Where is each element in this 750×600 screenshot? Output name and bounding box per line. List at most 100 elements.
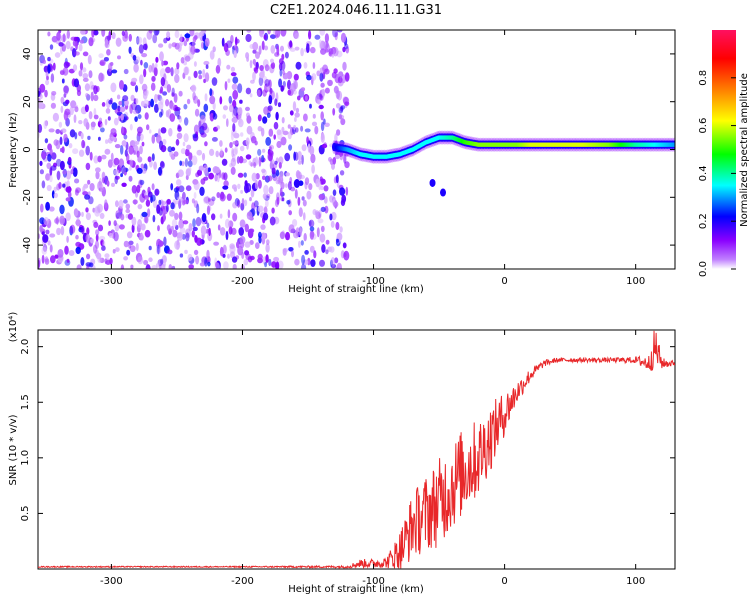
noise-cell	[293, 73, 299, 81]
noise-cell	[101, 30, 106, 37]
noise-cell	[269, 87, 273, 94]
noise-cell	[278, 162, 282, 169]
noise-cell	[70, 169, 74, 175]
noise-cell	[99, 59, 106, 66]
noise-cell	[301, 254, 306, 265]
noise-cell	[192, 179, 199, 185]
noise-cell	[133, 59, 139, 65]
noise-cell	[226, 193, 232, 201]
noise-cell	[183, 133, 189, 143]
noise-cell	[259, 65, 264, 71]
noise-cell	[258, 76, 264, 87]
noise-cell	[319, 30, 326, 36]
noise-cell	[198, 32, 203, 40]
noise-cell	[93, 85, 98, 95]
noise-cell	[206, 222, 210, 229]
noise-cell	[120, 264, 125, 269]
noise-cell	[327, 246, 333, 252]
noise-cell	[184, 158, 188, 167]
noise-cell	[275, 261, 280, 269]
noise-cell	[122, 166, 126, 174]
noise-cell	[245, 33, 252, 43]
noise-cell	[85, 162, 91, 171]
noise-cell	[174, 67, 180, 75]
noise-cell	[114, 144, 121, 149]
noise-cell	[97, 203, 103, 213]
noise-cell	[209, 50, 215, 60]
noise-cell	[133, 63, 139, 73]
noise-cell	[47, 64, 51, 74]
noise-cell	[188, 166, 192, 173]
y-tick-label: -40	[22, 237, 33, 253]
noise-cell	[344, 43, 349, 50]
noise-cell	[232, 202, 238, 209]
noise-cell	[134, 85, 139, 93]
noise-cell	[166, 224, 171, 232]
noise-cell	[243, 258, 249, 266]
noise-cell	[101, 245, 106, 251]
noise-cell	[61, 78, 65, 84]
noise-cell	[264, 261, 268, 268]
noise-cell	[178, 90, 183, 97]
noise-cell	[128, 243, 132, 249]
noise-cell	[304, 95, 308, 101]
noise-cell	[167, 249, 173, 255]
noise-cell	[47, 31, 51, 37]
noise-cell	[253, 200, 259, 208]
noise-cell	[249, 59, 253, 69]
noise-cell	[288, 210, 293, 216]
noise-cell	[60, 96, 65, 104]
noise-cell	[93, 155, 99, 164]
noise-cell	[223, 172, 228, 181]
noise-cell	[257, 114, 262, 122]
noise-cell	[220, 191, 225, 200]
noise-cell	[135, 56, 141, 63]
noise-cell	[143, 216, 148, 223]
noise-cell	[88, 70, 93, 79]
noise-cell	[174, 212, 179, 220]
noise-cell	[230, 166, 236, 175]
noise-cell	[141, 141, 145, 147]
noise-cell	[309, 145, 315, 156]
noise-cell	[131, 102, 138, 111]
noise-cell	[97, 256, 102, 263]
noise-cell	[225, 230, 229, 241]
noise-cell	[342, 61, 347, 71]
noise-cell	[306, 136, 309, 144]
noise-cell	[320, 225, 325, 233]
noise-cell	[113, 220, 117, 227]
noise-cell	[73, 208, 79, 217]
noise-cell	[178, 219, 184, 229]
noise-cell	[60, 128, 67, 133]
noise-cell	[93, 114, 99, 120]
noise-cell	[273, 121, 279, 130]
noise-cell	[145, 264, 151, 269]
noise-cell	[114, 108, 121, 114]
noise-cell	[224, 81, 228, 91]
noise-cell	[122, 95, 129, 102]
noise-cell	[160, 160, 165, 168]
noise-cell	[192, 91, 196, 101]
noise-cell	[259, 30, 264, 38]
noise-cell	[314, 34, 321, 40]
noise-cell	[171, 219, 178, 228]
noise-cell	[204, 141, 208, 147]
noise-cell	[257, 148, 262, 156]
noise-cell	[134, 140, 140, 145]
x-tick-label: 0	[501, 576, 507, 587]
noise-cell	[280, 30, 287, 37]
noise-cell	[49, 233, 56, 238]
noise-cell	[123, 199, 128, 204]
noise-cell	[105, 108, 111, 114]
noise-cell	[47, 240, 51, 246]
noise-cell	[320, 111, 325, 121]
noise-cell	[188, 223, 193, 232]
noise-cell	[88, 37, 94, 47]
noise-cell	[54, 254, 59, 259]
noise-cell	[258, 45, 262, 55]
noise-cell	[104, 148, 111, 155]
noise-cell	[297, 196, 301, 206]
noise-cell	[214, 174, 218, 182]
noise-cell	[152, 214, 156, 223]
noise-cell	[170, 225, 174, 232]
